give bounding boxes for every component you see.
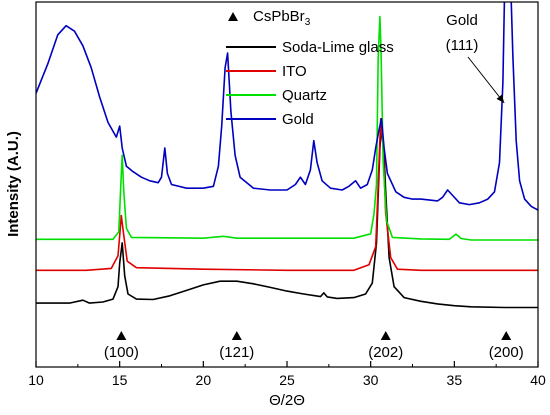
series-line-3 (36, 2, 538, 211)
x-tick-label-1: 15 (112, 372, 128, 388)
annotation-arrow-line (467, 56, 505, 104)
plot-frame (35, 1, 539, 368)
legend-marker-label: CsPbBr3 (253, 8, 311, 28)
peak-triangle-marker-2 (380, 331, 391, 340)
y-axis-label: Intensity (A.U.) (5, 131, 22, 237)
peak-label-2: (202) (368, 344, 403, 361)
peak-triangle-marker-3 (501, 331, 512, 340)
x-tick-label-3: 25 (279, 372, 295, 388)
annotation-arrow-head (496, 94, 505, 103)
peak-label-3: (200) (489, 344, 524, 361)
legend-triangle-marker (228, 12, 238, 21)
legend-entry-2: Quartz (282, 87, 327, 104)
series-line-0 (36, 125, 538, 309)
annotation-label-0-line2: (111) (446, 37, 479, 54)
x-tick-label-0: 10 (28, 372, 44, 388)
peak-label-0: (100) (104, 344, 139, 361)
x-tick-label-5: 35 (447, 372, 463, 388)
legend-entry-1: ITO (282, 63, 307, 80)
series-line-1 (36, 118, 538, 272)
peak-triangle-marker-1 (231, 331, 242, 340)
series-line-2 (36, 15, 538, 241)
annotation-label-0: Gold (446, 12, 478, 29)
x-tick-label-6: 40 (530, 372, 546, 388)
peak-label-1: (121) (219, 344, 254, 361)
x-axis-label: Θ/2Θ (269, 392, 305, 409)
legend-entry-3: Gold (282, 111, 314, 128)
x-tick-label-2: 20 (196, 372, 212, 388)
peak-triangle-marker-0 (116, 331, 127, 340)
legend-entry-0: Soda-Lime glass (282, 39, 394, 56)
x-tick-label-4: 30 (363, 372, 379, 388)
